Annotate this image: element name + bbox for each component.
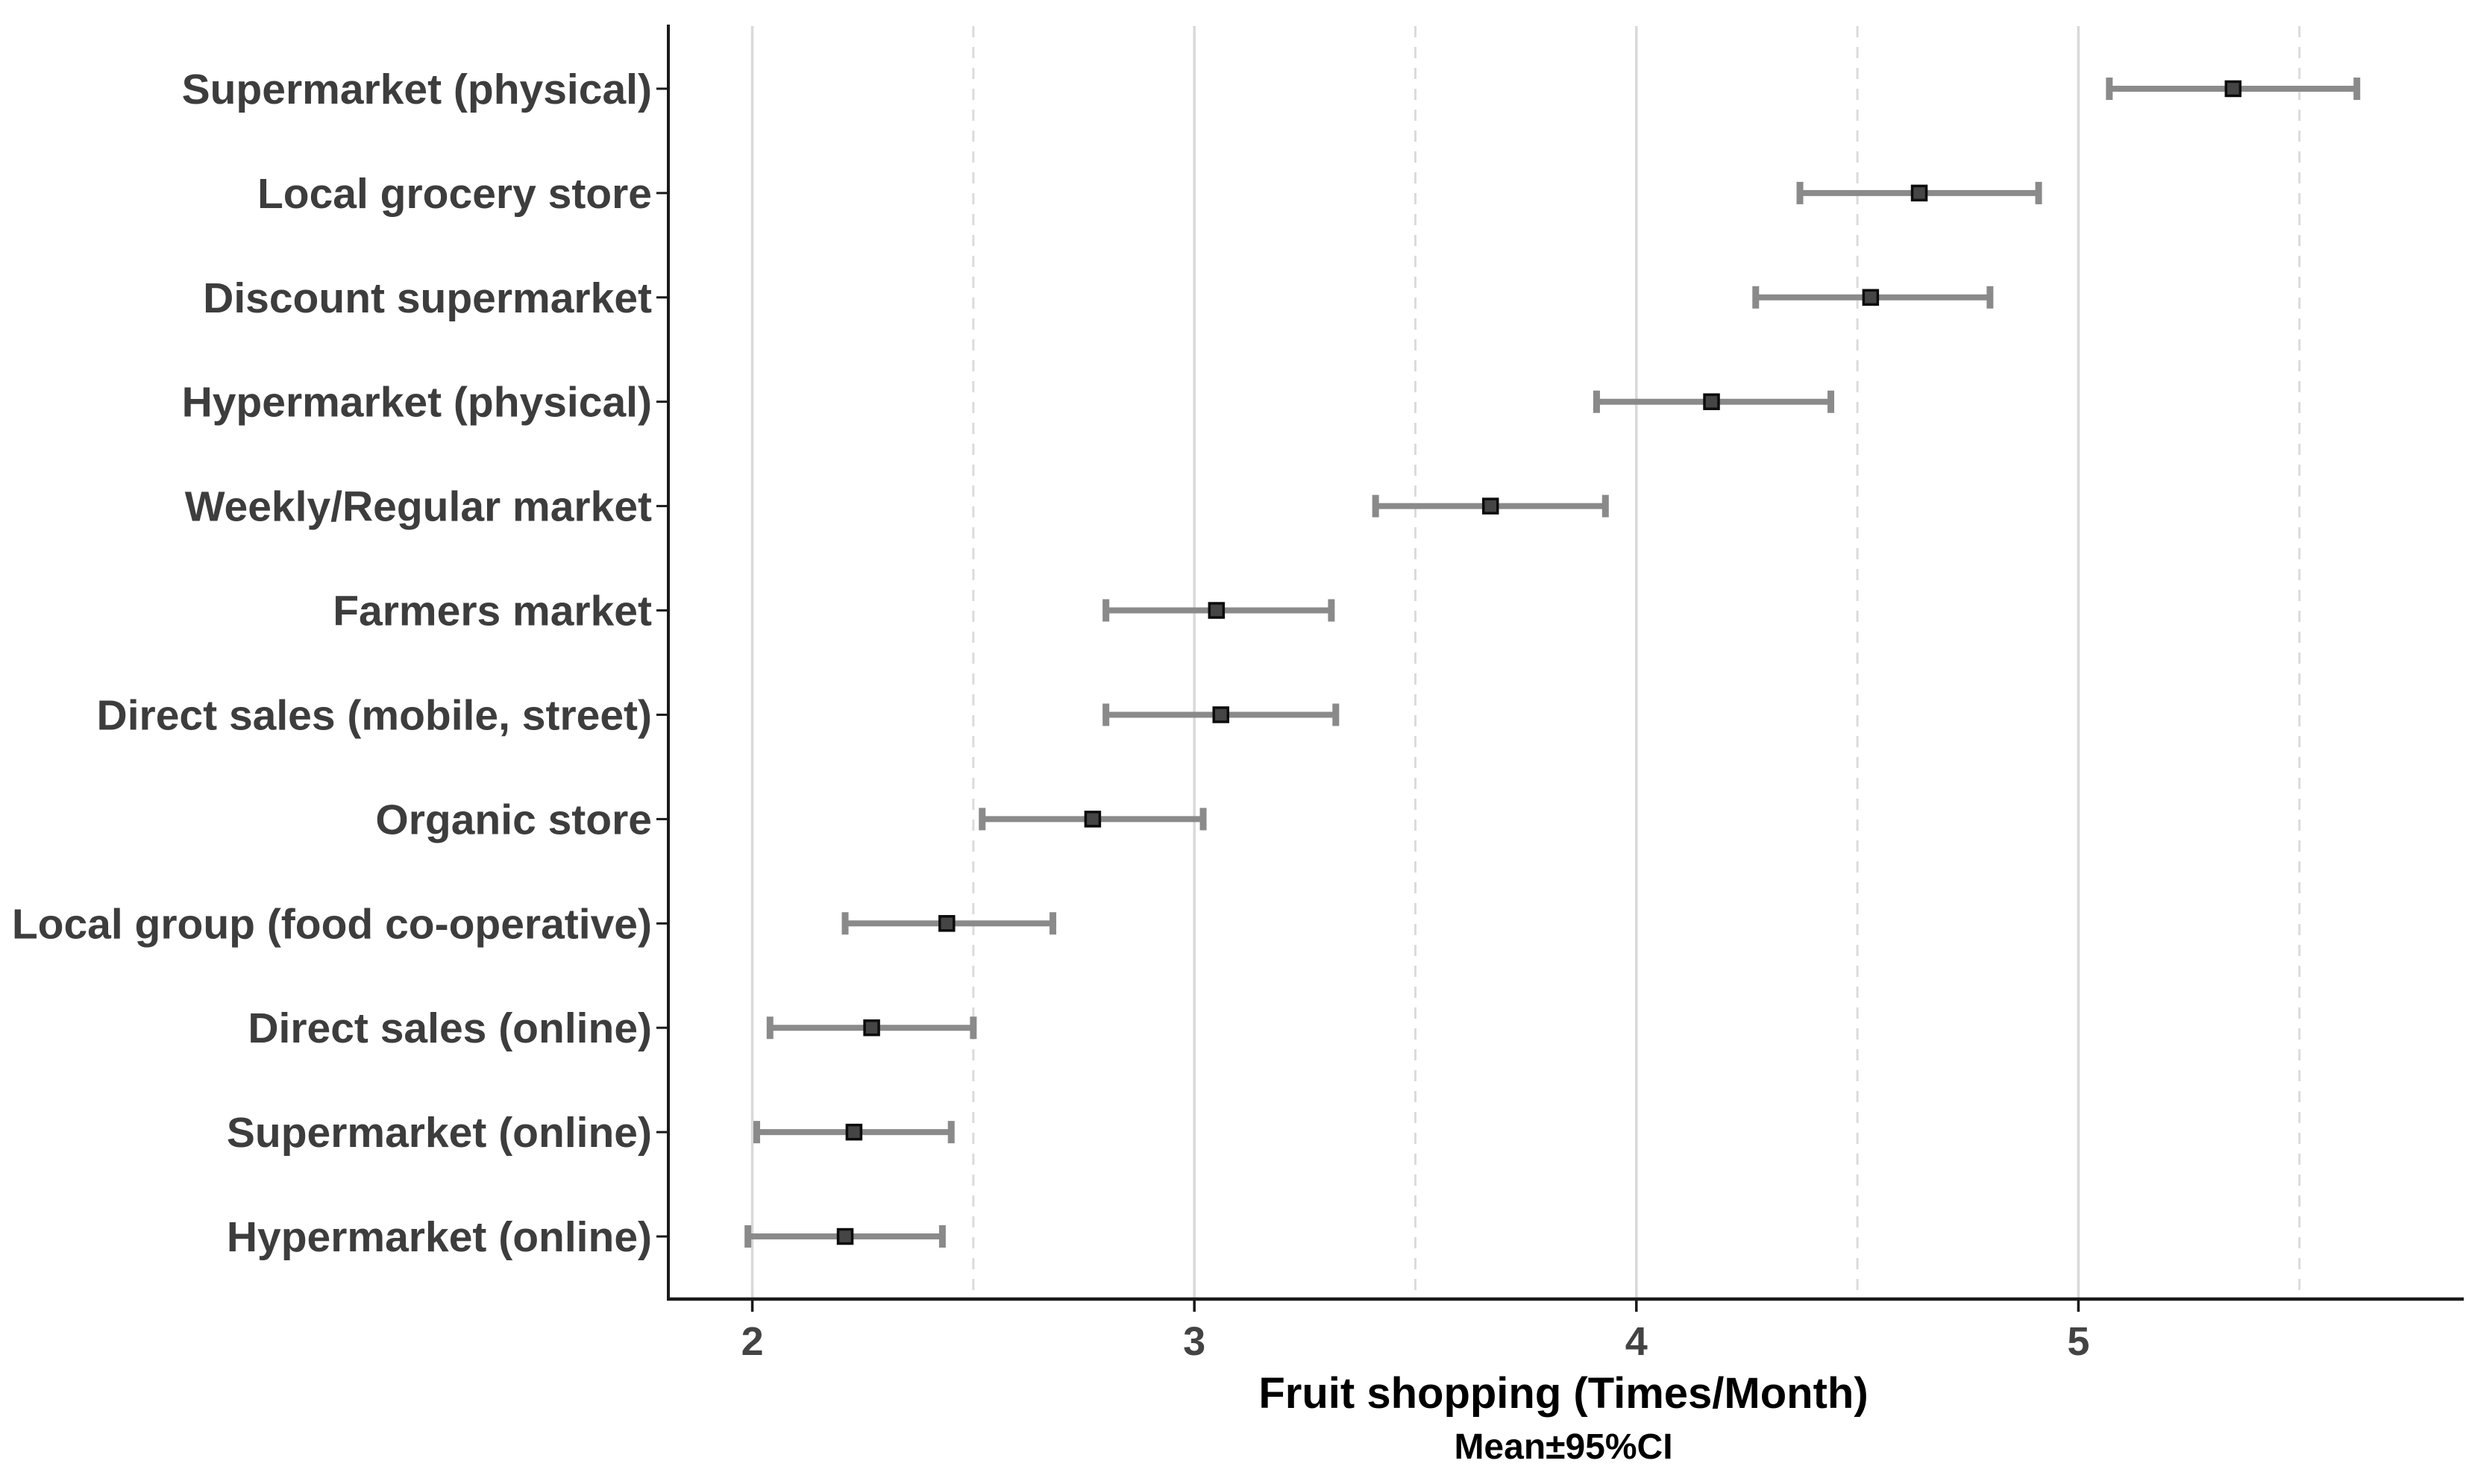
mean-marker — [1862, 289, 1880, 306]
x-axis-title: Fruit shopping (Times/Month) — [1258, 1369, 1868, 1418]
y-category-label: Supermarket (online) — [227, 1109, 652, 1157]
mean-marker — [1910, 184, 1928, 202]
y-category-label: Organic store — [375, 796, 652, 843]
mean-marker — [1481, 497, 1499, 515]
x-tick-label: 2 — [741, 1319, 764, 1364]
mean-marker — [863, 1019, 880, 1037]
minor-gridlines — [972, 26, 2301, 1299]
y-category-label: Discount supermarket — [203, 274, 652, 322]
ci-row — [766, 1016, 977, 1040]
ci-row — [2106, 77, 2361, 100]
ci-row — [744, 1225, 946, 1248]
ci-row — [1796, 181, 2042, 204]
ci-row — [1102, 599, 1335, 622]
mean-marker — [845, 1123, 863, 1141]
y-category-label: Hypermarket (physical) — [182, 379, 652, 427]
mean-marker — [836, 1227, 854, 1245]
y-category-label: Direct sales (online) — [248, 1004, 652, 1052]
ci-row — [1752, 286, 1994, 309]
mean-marker — [1212, 706, 1229, 723]
major-gridlines — [750, 26, 2080, 1299]
y-category-labels: Supermarket (physical) Local grocery stor… — [12, 66, 652, 1261]
ci-row — [1593, 390, 1835, 413]
error-bars — [744, 77, 2361, 1248]
x-tick-label: 3 — [1183, 1319, 1205, 1364]
ci-row — [753, 1121, 955, 1144]
y-category-label: Hypermarket (online) — [227, 1213, 652, 1261]
ci-row — [1372, 494, 1609, 518]
mean-marker — [1703, 393, 1720, 410]
y-category-label: Direct sales (mobile, street) — [97, 691, 652, 739]
ci-row — [841, 912, 1057, 935]
y-category-label: Farmers market — [333, 588, 652, 635]
x-axis-subtitle: Mean±95%CI — [1454, 1427, 1672, 1467]
y-category-label: Supermarket (physical) — [182, 66, 652, 113]
ci-row — [979, 808, 1207, 831]
mean-marker — [1208, 602, 1226, 619]
ci-row — [1102, 703, 1340, 726]
x-tick-label: 5 — [2067, 1319, 2089, 1364]
y-category-label: Local grocery store — [257, 170, 652, 218]
y-category-label: Local group (food co-operative) — [12, 900, 652, 948]
mean-marker — [938, 915, 956, 932]
mean-marker — [2224, 80, 2242, 98]
axes — [656, 25, 2464, 1312]
x-tick-label: 4 — [1625, 1319, 1648, 1364]
x-tick-labels: 2 3 4 5 — [741, 1319, 2090, 1364]
y-category-label: Weekly/Regular market — [185, 483, 652, 531]
mean-marker — [1084, 811, 1102, 828]
